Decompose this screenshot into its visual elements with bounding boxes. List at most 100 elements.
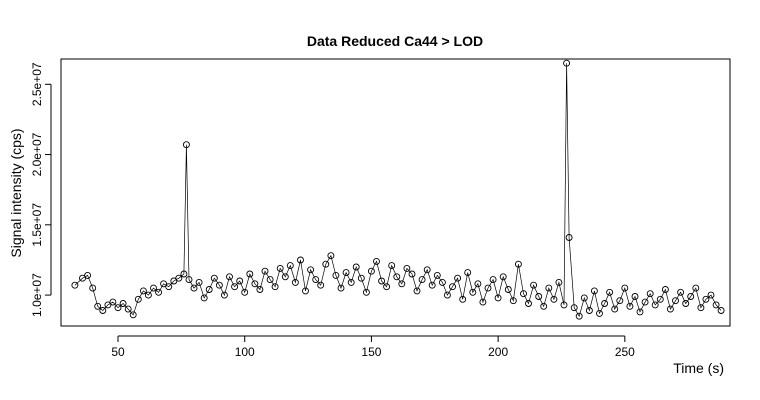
data-point	[302, 287, 309, 295]
data-point	[459, 295, 467, 303]
plot-area-frame	[60, 58, 731, 327]
data-point	[337, 284, 345, 292]
data-point	[378, 277, 386, 285]
data-points	[71, 59, 725, 320]
data-point	[342, 269, 350, 277]
data-point	[89, 284, 97, 292]
x-tick-label: 100	[235, 345, 255, 359]
data-point	[79, 274, 86, 282]
data-point	[606, 288, 614, 296]
data-point	[464, 269, 472, 277]
data-point	[565, 234, 573, 241]
data-point	[261, 267, 269, 275]
data-point	[220, 291, 228, 299]
data-point	[682, 300, 690, 307]
data-point	[707, 291, 715, 299]
data-point	[504, 286, 512, 293]
data-point	[535, 293, 543, 300]
data-point	[367, 267, 375, 275]
data-point	[408, 270, 416, 278]
data-point	[555, 278, 563, 286]
data-point	[403, 264, 411, 272]
data-point	[271, 283, 279, 291]
data-point	[71, 281, 79, 289]
data-point	[454, 274, 462, 282]
data-point	[651, 301, 659, 309]
x-tick-label: 200	[488, 345, 508, 359]
data-point	[251, 280, 259, 288]
data-point	[661, 286, 669, 293]
data-point	[180, 270, 188, 278]
data-point	[520, 290, 527, 298]
data-point	[144, 291, 152, 299]
data-point	[266, 276, 274, 284]
data-point	[469, 288, 477, 296]
data-point	[84, 271, 92, 279]
x-tick-label: 250	[615, 345, 635, 359]
data-point	[672, 297, 679, 305]
data-point	[286, 262, 294, 270]
data-point	[165, 283, 173, 291]
data-point	[139, 287, 147, 295]
data-point	[428, 281, 436, 289]
data-point	[124, 305, 132, 313]
data-point	[697, 304, 705, 312]
data-point	[182, 141, 190, 149]
data-point	[509, 297, 517, 305]
data-point	[281, 273, 289, 281]
x-tick-label: 50	[111, 345, 125, 359]
data-point	[200, 294, 208, 302]
data-point	[641, 298, 649, 306]
data-point	[205, 286, 213, 293]
data-point	[712, 301, 720, 309]
data-point	[489, 276, 497, 284]
data-point	[677, 288, 685, 296]
data-point	[646, 290, 654, 298]
data-point	[195, 278, 203, 286]
data-point	[94, 302, 102, 310]
y-tick-label: 1.5e+07	[30, 203, 44, 247]
data-point	[530, 281, 538, 289]
x-axis-title: Time (s)	[673, 360, 724, 376]
data-point	[291, 278, 299, 286]
y-tick-label: 2.5e+07	[30, 62, 44, 106]
data-point	[550, 295, 558, 303]
data-point	[190, 284, 198, 292]
data-point	[596, 309, 603, 317]
data-point	[499, 273, 507, 281]
data-point	[129, 311, 137, 319]
data-point	[563, 59, 571, 67]
data-point	[231, 283, 239, 291]
data-point	[347, 278, 355, 286]
data-point	[585, 307, 593, 314]
data-point	[575, 312, 583, 320]
data-point	[545, 284, 553, 292]
data-point	[155, 288, 163, 296]
data-point	[215, 281, 223, 289]
data-point	[398, 280, 406, 288]
data-point	[175, 274, 183, 282]
data-point	[656, 295, 664, 303]
data-point	[373, 257, 380, 265]
data-point	[114, 304, 122, 312]
data-point	[352, 263, 360, 271]
y-tick-label: 2.0e+07	[30, 132, 44, 176]
data-point	[717, 307, 725, 314]
data-point	[540, 302, 548, 310]
data-point	[322, 260, 330, 268]
data-point	[241, 288, 249, 296]
data-point	[160, 280, 168, 288]
data-point	[621, 284, 629, 292]
data-point	[702, 295, 710, 303]
data-point	[256, 286, 264, 293]
data-point	[185, 276, 193, 284]
data-point	[514, 260, 522, 268]
data-point	[438, 278, 446, 286]
data-point	[692, 284, 700, 292]
data-point	[413, 287, 421, 295]
data-point	[327, 252, 335, 260]
data-point	[590, 287, 598, 295]
data-point	[418, 276, 426, 284]
data-point	[570, 304, 578, 312]
